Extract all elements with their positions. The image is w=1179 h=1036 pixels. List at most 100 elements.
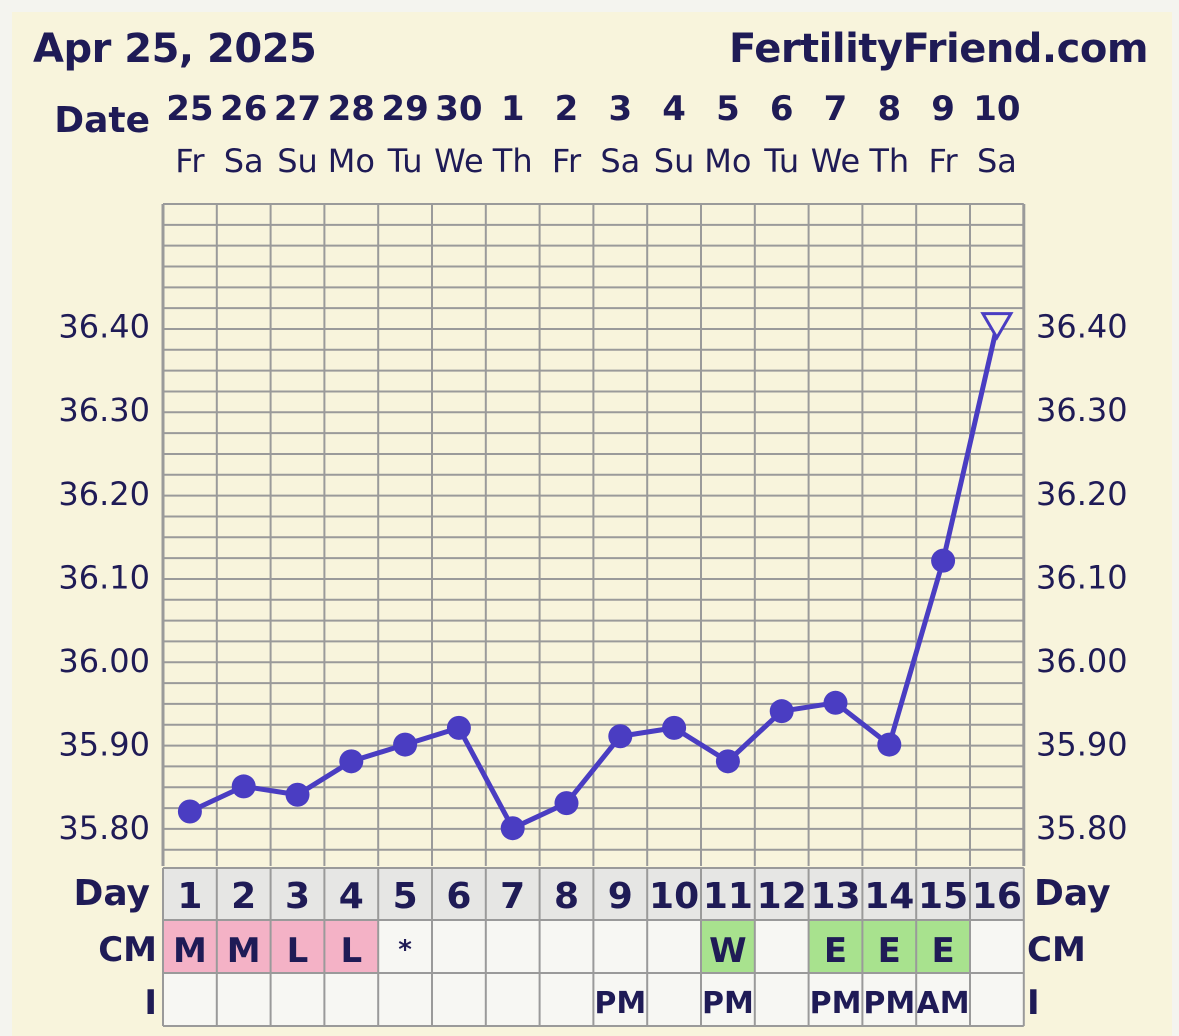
day-row-label-left: Day xyxy=(73,873,150,914)
cycle-day-number: 6 xyxy=(446,876,471,917)
y-tick-label-right: 36.00 xyxy=(1036,642,1128,680)
temperature-point xyxy=(608,724,633,749)
intercourse-cell xyxy=(593,973,648,1026)
intercourse-row-label-left: I xyxy=(144,983,157,1023)
weekday-label: Su xyxy=(654,142,695,180)
y-tick-label-left: 35.80 xyxy=(58,809,150,847)
cm-row-label-left: CM xyxy=(98,930,157,970)
weekday-label: Sa xyxy=(977,142,1017,180)
cm-cell xyxy=(485,920,540,973)
weekday-label: Su xyxy=(277,142,318,180)
intercourse-cell xyxy=(862,973,917,1026)
cm-value: E xyxy=(824,931,847,971)
temperature-point xyxy=(877,732,902,757)
intercourse-cell xyxy=(432,973,486,1026)
temperature-point xyxy=(339,749,364,774)
temperature-point-open-triangle xyxy=(980,312,1014,341)
cm-cell xyxy=(539,920,594,973)
cm-value: E xyxy=(878,931,901,971)
cycle-day-number: 13 xyxy=(810,876,860,917)
cm-cell xyxy=(270,920,325,973)
intercourse-cell xyxy=(270,973,325,1026)
intercourse-cell xyxy=(485,973,540,1026)
intercourse-cell xyxy=(163,973,217,1026)
intercourse-cell xyxy=(701,973,755,1026)
temperature-point xyxy=(446,715,471,740)
intercourse-cell xyxy=(647,973,701,1026)
date-label: 30 xyxy=(435,89,482,129)
temperature-point xyxy=(662,715,687,740)
intercourse-cell xyxy=(539,973,594,1026)
cm-cell xyxy=(808,920,863,973)
cycle-day-number: 5 xyxy=(393,876,418,917)
date-label: 10 xyxy=(973,89,1020,129)
intercourse-value: PM xyxy=(863,986,915,1021)
weekday-label: Tu xyxy=(763,142,799,180)
y-tick-label-right: 36.10 xyxy=(1036,558,1128,596)
temperature-point xyxy=(285,782,310,807)
intercourse-row-label-right: I xyxy=(1027,983,1040,1023)
intercourse-value: PM xyxy=(810,986,862,1021)
date-label: 26 xyxy=(220,89,267,129)
cm-cell xyxy=(916,920,970,973)
chart-date-title: Apr 25, 2025 xyxy=(33,26,317,72)
cm-cell xyxy=(593,920,648,973)
y-tick-label-left: 36.20 xyxy=(58,475,150,513)
cm-cell xyxy=(324,920,379,973)
weekday-label: Fr xyxy=(175,142,205,180)
cycle-day-number: 14 xyxy=(864,876,914,917)
date-label: 3 xyxy=(608,89,632,129)
intercourse-cell xyxy=(216,973,271,1026)
temperature-point xyxy=(231,774,256,799)
date-label: 28 xyxy=(328,89,375,129)
weekday-label: Th xyxy=(492,142,533,180)
cycle-day-number: 1 xyxy=(177,876,202,917)
cm-cell xyxy=(216,920,271,973)
cm-cell xyxy=(970,920,1024,973)
cycle-day-number: 15 xyxy=(918,876,968,917)
cycle-day-number: 2 xyxy=(231,876,256,917)
date-label: 29 xyxy=(381,89,428,129)
cycle-day-number: 11 xyxy=(703,876,753,917)
date-label: 5 xyxy=(716,89,740,129)
intercourse-cell xyxy=(324,973,379,1026)
y-tick-label-left: 36.40 xyxy=(58,308,150,346)
y-tick-label-right: 35.90 xyxy=(1036,726,1128,764)
weekday-label: Fr xyxy=(928,142,958,180)
cycle-day-number: 16 xyxy=(972,876,1022,917)
cycle-day-number: 9 xyxy=(608,876,633,917)
cm-value: * xyxy=(398,935,412,965)
y-tick-label-right: 36.30 xyxy=(1036,391,1128,429)
date-label: 25 xyxy=(166,89,213,129)
temperature-point xyxy=(931,548,956,573)
weekday-label: Mo xyxy=(328,142,375,180)
y-tick-label-left: 36.00 xyxy=(58,642,150,680)
temperature-point xyxy=(715,749,740,774)
cm-cell xyxy=(432,920,486,973)
cycle-day-number: 8 xyxy=(554,876,579,917)
chart-panel: Apr 25, 2025 FertilityFriend.com xyxy=(12,12,1172,1036)
weekday-label: Fr xyxy=(552,142,582,180)
temperature-point xyxy=(554,791,579,816)
weekday-label: Tu xyxy=(387,142,423,180)
cm-cell xyxy=(163,920,217,973)
date-label: 9 xyxy=(931,89,955,129)
cycle-day-number: 7 xyxy=(500,876,525,917)
date-label: 6 xyxy=(770,89,794,129)
intercourse-cell xyxy=(916,973,970,1026)
cm-row-label-right: CM xyxy=(1027,930,1086,970)
date-row-label: Date xyxy=(54,100,150,141)
y-tick-label-right: 35.80 xyxy=(1036,809,1128,847)
y-tick-label-left: 36.30 xyxy=(58,391,150,429)
day-row-label-right: Day xyxy=(1034,873,1111,914)
date-label: 2 xyxy=(555,89,579,129)
weekday-label: Sa xyxy=(224,142,264,180)
temperature-line xyxy=(188,326,1000,831)
intercourse-cell xyxy=(378,973,432,1026)
intercourse-cell xyxy=(808,973,863,1026)
cm-cell xyxy=(647,920,701,973)
cm-cell xyxy=(701,920,755,973)
brand-name: FertilityFriend.com xyxy=(728,26,1149,72)
y-tick-label-right: 36.40 xyxy=(1036,308,1128,346)
